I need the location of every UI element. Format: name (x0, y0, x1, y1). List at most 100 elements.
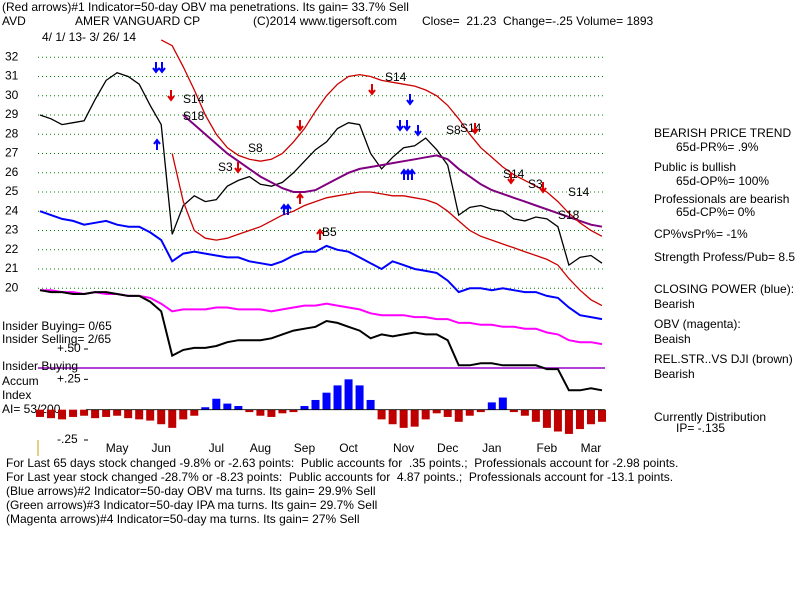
signal-arrow (296, 192, 304, 204)
date-range: 4/ 1/ 13- 3/ 26/ 14 (42, 30, 136, 44)
signal-arrow (296, 120, 304, 132)
side-label: Insider Selling= 2/65 (2, 332, 111, 346)
side-label: CP%vsPr%= -1% (654, 227, 748, 241)
accum-bar (300, 406, 309, 410)
signal-label: S14 (568, 185, 590, 199)
side-label: Currently Distribution (654, 410, 766, 424)
chart-title: (Red arrows)#1 Indicator=50-day OBV ma p… (2, 0, 409, 14)
accum-tick-label: +.50 (57, 341, 81, 355)
x-tick-label: Nov (393, 441, 414, 455)
accum-bar (223, 403, 232, 410)
side-label: OBV (magenta): (654, 317, 741, 331)
accum-bar (553, 409, 562, 432)
side-label: 65d-CP%= 0% (676, 205, 755, 219)
x-tick-label: Oct (339, 441, 358, 455)
signal-arrow (284, 203, 292, 215)
accum-bar (476, 409, 485, 413)
y-tick-label: 22 (5, 242, 19, 256)
accum-bar (465, 409, 474, 416)
accum-bar (377, 409, 386, 420)
y-tick-label: 31 (5, 69, 19, 83)
indicator-line (182, 114, 603, 228)
x-tick-label: Sep (294, 441, 316, 455)
signal-label: B5 (322, 225, 337, 239)
signal-arrow (471, 123, 479, 135)
signal-label: S3 (528, 177, 543, 191)
accum-bar (399, 409, 408, 428)
accum-bar (168, 409, 177, 428)
x-tick-label: Dec (437, 441, 458, 455)
accum-bar (36, 409, 44, 417)
side-label: REL.STR..VS DJI (brown) (654, 352, 793, 366)
signal-arrow (507, 173, 515, 185)
accum-bar (58, 409, 67, 420)
accum-bar (598, 409, 606, 422)
accum-bar (234, 406, 243, 410)
accum-bar (355, 385, 364, 410)
accum-bar (564, 409, 573, 434)
side-label: Bearish (654, 297, 695, 311)
x-tick-label: Feb (537, 441, 558, 455)
accum-bar (135, 409, 144, 420)
signal-arrow (539, 182, 547, 194)
signal-arrow (414, 125, 422, 137)
copyright: (C)2014 www.tigersoft.com (253, 14, 397, 28)
indicator-line (39, 289, 603, 392)
accum-bar (333, 385, 342, 410)
signal-arrow (396, 120, 404, 132)
accum-bar (487, 402, 496, 410)
accum-bar (91, 409, 100, 419)
side-label: CLOSING POWER (blue): (654, 282, 794, 296)
accum-bar (509, 409, 518, 413)
side-label: BEARISH PRICE TREND (654, 126, 791, 140)
signal-label: S14 (503, 167, 525, 181)
accum-bar (245, 409, 254, 413)
accum-bar (311, 399, 320, 410)
footer-line: (Magenta arrows)#4 Indicator=50-day ma t… (6, 512, 360, 526)
accum-bar (69, 409, 78, 417)
signal-arrow (408, 168, 416, 180)
accum-bar (256, 409, 265, 416)
side-label: Index (2, 388, 31, 402)
side-label: Beaish (654, 332, 691, 346)
side-label: Bearish (654, 367, 695, 381)
signal-label: S14 (183, 92, 205, 106)
ticker: AVD (2, 14, 26, 28)
side-label: IP= -.135 (676, 421, 725, 435)
accum-bar (344, 379, 353, 410)
x-tick-label: May (106, 441, 129, 455)
side-label: Professionals are bearish (654, 192, 789, 206)
accum-bar (212, 398, 221, 410)
indicator-line (171, 153, 603, 307)
y-tick-label: 20 (5, 280, 19, 294)
y-tick-label: 27 (5, 146, 19, 160)
footer-line: (Green arrows)#3 Indicator=50-day IPA ma… (6, 498, 377, 512)
accum-bar (124, 409, 133, 419)
price-line (39, 71, 603, 267)
signal-arrow (152, 62, 160, 74)
x-tick-label: Mar (581, 441, 602, 455)
side-label: 65d-PR%= .9% (676, 140, 759, 154)
y-tick-label: 21 (5, 261, 19, 275)
side-label: AI= 53/200 (2, 402, 61, 416)
y-tick-label: 29 (5, 107, 19, 121)
signal-arrow (158, 62, 166, 74)
accum-bar (586, 409, 595, 425)
accum-bar (47, 409, 56, 419)
accum-bar (575, 409, 584, 430)
accum-bar (157, 409, 166, 425)
accum-bar (146, 409, 155, 421)
footer-line: For Last 65 days stock changed -9.8% or … (6, 456, 678, 470)
signal-label: S3 (218, 160, 233, 174)
accum-bar (289, 409, 298, 413)
accum-bar (179, 409, 188, 420)
x-tick-label: Jun (152, 441, 171, 455)
y-tick-label: 30 (5, 88, 19, 102)
accum-bar (267, 409, 276, 417)
accum-bar (80, 409, 89, 416)
indicator-line (160, 39, 603, 237)
signal-arrow (167, 90, 175, 102)
accum-bar (454, 409, 463, 422)
